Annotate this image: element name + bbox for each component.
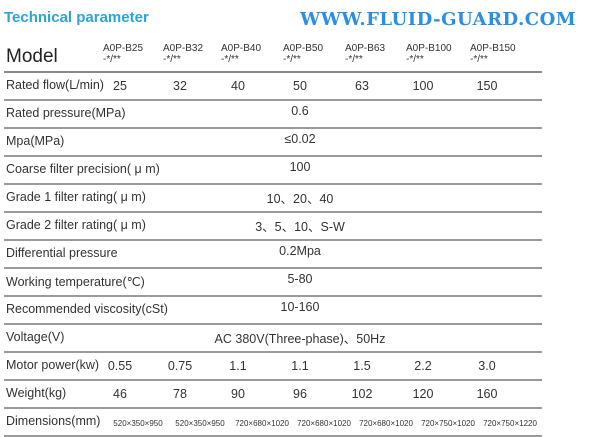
row-label: Rated flow(L/min): [6, 78, 104, 92]
cell-value: 720×680×1020: [297, 419, 351, 428]
cell-value: 520×350×950: [113, 419, 163, 428]
row-label: Coarse filter precision( μ m): [6, 162, 160, 176]
model-name: A0P-B50: [283, 43, 324, 54]
cell-value: 50: [293, 79, 307, 93]
cell-value: 0.55: [107, 359, 133, 373]
model-column-header: A0P-B50 -*/**: [283, 43, 323, 65]
merged-value: ≤0.02: [284, 132, 316, 146]
cell-value: 63: [355, 79, 369, 93]
merged-value: AC 380V(Three-phase)、50Hz: [214, 332, 386, 346]
cell-value: 520×350×950: [175, 419, 225, 428]
cell-value: 32: [173, 79, 187, 93]
model-suffix: -*/**: [345, 54, 363, 65]
merged-value: 100: [289, 160, 311, 174]
cell-value: 2.2: [414, 359, 432, 373]
cell-value: 1.1: [229, 359, 247, 373]
table-row: Grade 1 filter rating( μ m) 10、20、40: [4, 185, 542, 213]
model-name: A0P-B150: [470, 43, 516, 54]
model-column-header: A0P-B63 -*/**: [345, 43, 385, 65]
table-row: Rated pressure(MPa) 0.6: [4, 101, 542, 129]
spec-table: Model A0P-B25 -*/** A0P-B32 -*/** A0P-B40 -*/…: [4, 40, 542, 437]
table-row: Motor power(kw) 0.55 0.75 1.1 1.1 1.5 2.2 3.0: [4, 353, 542, 381]
model-name: A0P-B63: [345, 43, 386, 54]
row-label: Mpa(MPa): [6, 134, 65, 148]
cell-value: 720×750×1020: [421, 419, 475, 428]
model-column-header: A0P-B32 -*/**: [163, 43, 203, 65]
cell-value: 102: [351, 387, 373, 401]
row-label: Voltage(V): [6, 330, 65, 344]
table-row: Mpa(MPa) ≤0.02: [4, 129, 542, 157]
section-title: Technical parameter: [4, 9, 149, 26]
cell-value: 90: [231, 387, 245, 401]
merged-value: 5-80: [287, 272, 313, 286]
cell-value: 720×680×1020: [359, 419, 413, 428]
model-suffix: -*/**: [470, 54, 488, 65]
model-header-label: Model: [6, 46, 58, 67]
table-row: Coarse filter precision( μ m) 100: [4, 157, 542, 185]
cell-value: 160: [476, 387, 498, 401]
model-column-header: A0P-B25 -*/**: [103, 43, 143, 65]
table-row: Voltage(V) AC 380V(Three-phase)、50Hz: [4, 325, 542, 353]
model-name: A0P-B32: [163, 43, 204, 54]
cell-value: 0.75: [167, 359, 193, 373]
table-row: Rated flow(L/min) 25 32 40 50 63 100 150: [4, 73, 542, 101]
row-label: Grade 2 filter rating( μ m): [6, 218, 146, 232]
cell-value: 96: [293, 387, 307, 401]
row-label: Motor power(kw): [6, 358, 100, 372]
cell-value: 40: [231, 79, 245, 93]
model-suffix: -*/**: [103, 54, 121, 65]
cell-value: 120: [412, 387, 434, 401]
cell-value: 3.0: [478, 359, 496, 373]
merged-value: 10-160: [280, 300, 320, 314]
row-label: Weight(kg): [6, 386, 67, 400]
model-name: A0P-B100: [406, 43, 452, 54]
merged-value: 3、5、10、S-W: [255, 220, 345, 234]
cell-value: 1.5: [353, 359, 371, 373]
merged-value: 10、20、40: [266, 192, 334, 206]
watermark: WWW.FLUID-GUARD.COM: [300, 9, 577, 30]
table-header-row: Model A0P-B25 -*/** A0P-B32 -*/** A0P-B40 -*/…: [4, 40, 542, 73]
model-name: A0P-B25: [103, 43, 144, 54]
row-label: Working temperature(℃): [6, 275, 145, 289]
row-label: Dimensions(mm): [6, 414, 101, 428]
merged-value: 0.6: [291, 104, 309, 118]
table-row: Recommended viscosity(cSt) 10-160: [4, 297, 542, 325]
cell-value: 150: [476, 79, 498, 93]
model-suffix: -*/**: [221, 54, 239, 65]
table-row: Dimensions(mm) 520×350×950 520×350×950 720×…: [4, 409, 542, 437]
model-column-header: A0P-B100 -*/**: [406, 43, 452, 65]
cell-value: 46: [113, 387, 127, 401]
model-name: A0P-B40: [221, 43, 262, 54]
model-column-header: A0P-B150 -*/**: [470, 43, 516, 65]
row-label: Recommended viscosity(cSt): [6, 302, 168, 316]
cell-value: 100: [412, 79, 434, 93]
model-suffix: -*/**: [163, 54, 181, 65]
cell-value: 720×750×1220: [483, 419, 537, 428]
row-label: Rated pressure(MPa): [6, 106, 126, 120]
cell-value: 1.1: [291, 359, 309, 373]
table-row: Grade 2 filter rating( μ m) 3、5、10、S-W: [4, 213, 542, 241]
table-row: Working temperature(℃) 5-80: [4, 269, 542, 297]
table-row: Weight(kg) 46 78 90 96 102 120 160: [4, 381, 542, 409]
table-row: Differential pressure 0.2Mpa: [4, 241, 542, 269]
row-label: Differential pressure: [6, 246, 118, 260]
row-label: Grade 1 filter rating( μ m): [6, 190, 146, 204]
model-suffix: -*/**: [406, 54, 424, 65]
cell-value: 78: [173, 387, 187, 401]
cell-value: 25: [113, 79, 127, 93]
cell-value: 720×680×1020: [235, 419, 289, 428]
model-column-header: A0P-B40 -*/**: [221, 43, 261, 65]
model-suffix: -*/**: [283, 54, 301, 65]
merged-value: 0.2Mpa: [279, 244, 321, 258]
